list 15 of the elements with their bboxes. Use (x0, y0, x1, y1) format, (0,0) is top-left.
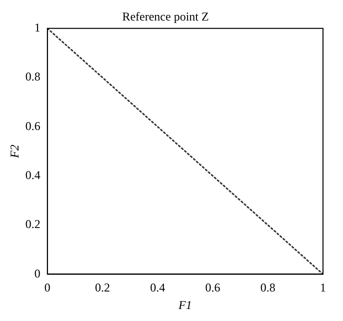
y-tick-label: 1 (34, 20, 40, 35)
x-tick-label: 0 (44, 280, 50, 295)
y-tick-label: 0 (34, 266, 40, 280)
y-tick-label: 0.4 (25, 168, 40, 182)
chart-title: Reference point Z (122, 9, 209, 24)
x-axis-title: F1 (178, 298, 192, 312)
x-tick-label: 0.2 (95, 280, 110, 295)
y-tick-label: 0.2 (25, 217, 40, 232)
y-axis-title: F2 (7, 144, 22, 159)
x-tick-label: 0.8 (260, 280, 276, 295)
x-tick-label: 0.6 (205, 280, 220, 295)
x-tick-label: 1 (320, 280, 326, 295)
y-tick-label: 0.6 (25, 118, 40, 133)
y-tick-label: 0.8 (25, 70, 40, 84)
x-tick-label: 0.4 (150, 280, 166, 295)
